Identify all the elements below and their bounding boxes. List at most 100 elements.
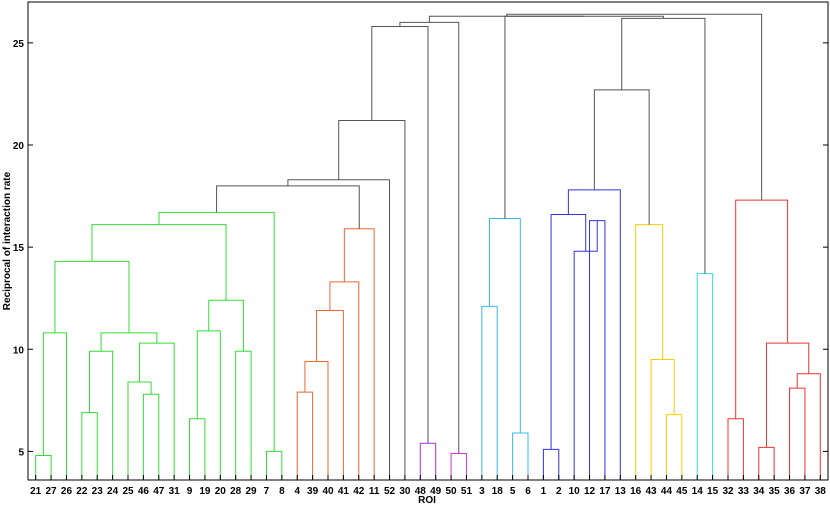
leaf-label-30: 30 <box>399 486 411 497</box>
leaf-label-28: 28 <box>230 486 242 497</box>
leaf-label-48: 48 <box>415 486 427 497</box>
plot-border <box>27 1 829 481</box>
leaf-label-16: 16 <box>630 486 642 497</box>
dendrogram-link-15 <box>727 418 744 480</box>
dendrogram-link-25 <box>208 299 244 352</box>
dendrogram-link-0 <box>35 454 52 480</box>
dendrogram-link-7 <box>419 442 437 480</box>
leaf-label-6: 6 <box>525 486 531 497</box>
y-tick-label: 15 <box>13 243 25 254</box>
leaf-label-7: 7 <box>264 486 270 497</box>
dendrogram-link-6 <box>296 391 314 480</box>
dendrogram-link-34 <box>338 119 406 480</box>
leaf-label-31: 31 <box>169 486 181 497</box>
leaf-label-37: 37 <box>799 486 811 497</box>
leaf-label-25: 25 <box>122 486 134 497</box>
dendrogram-link-43 <box>593 89 650 225</box>
leaf-label-14: 14 <box>692 486 704 497</box>
dendrogram-link-32 <box>216 185 360 229</box>
x-axis-leaf-labels: 21 27 26 22 23 24 25 46 47 31 9 19 20 28 29 7 8 4 39 40 41 42… <box>30 475 826 497</box>
dendrogram-link-12 <box>589 220 606 480</box>
dendrogram-link-42 <box>635 224 664 480</box>
dendrogram-link-26 <box>91 224 227 301</box>
leaf-label-35: 35 <box>769 486 781 497</box>
leaf-label-29: 29 <box>246 486 258 497</box>
leaf-label-21: 21 <box>30 486 42 497</box>
dendrogram-link-45 <box>504 15 664 219</box>
leaf-label-24: 24 <box>107 486 119 497</box>
dendrogram-link-14 <box>696 273 714 480</box>
y-tick-label: 20 <box>13 141 25 152</box>
leaf-label-17: 17 <box>599 486 611 497</box>
leaf-label-52: 52 <box>384 486 396 497</box>
leaf-label-3: 3 <box>479 486 485 497</box>
leaf-label-5: 5 <box>510 486 516 497</box>
dendrogram-link-22 <box>100 332 158 352</box>
dendrogram-link-37 <box>489 218 521 434</box>
leaf-label-46: 46 <box>138 486 150 497</box>
leaf-label-39: 39 <box>307 486 319 497</box>
dendrogram-link-30 <box>329 281 360 480</box>
dendrogram-link-29 <box>315 309 344 480</box>
leaf-label-41: 41 <box>338 486 350 497</box>
dendrogram-link-1 <box>81 412 98 480</box>
x-axis-title: ROI <box>418 495 436 506</box>
leaf-label-4: 4 <box>294 486 300 497</box>
dendrogram-link-35 <box>371 26 429 444</box>
dendrogram-link-36 <box>399 21 460 454</box>
dendrogram-link-44 <box>621 17 706 274</box>
dendrogram-link-19 <box>89 350 114 480</box>
dendrogram-link-4 <box>235 350 252 480</box>
leaf-label-13: 13 <box>615 486 627 497</box>
dendrogram-link-41 <box>650 358 675 480</box>
dendrogram-link-38 <box>573 220 598 480</box>
leaf-label-15: 15 <box>707 486 719 497</box>
leaf-label-40: 40 <box>322 486 334 497</box>
dendrogram-link-2 <box>142 393 160 480</box>
leaf-label-19: 19 <box>199 486 211 497</box>
leaf-label-44: 44 <box>661 486 673 497</box>
dendrogram-links <box>35 13 821 480</box>
leaf-label-47: 47 <box>153 486 165 497</box>
dendrogram-link-33 <box>287 179 391 480</box>
leaf-label-8: 8 <box>279 486 285 497</box>
leaf-label-9: 9 <box>187 486 193 497</box>
dendrogram-link-31 <box>343 228 375 480</box>
dendrogram-link-10 <box>512 432 529 480</box>
leaf-label-26: 26 <box>61 486 73 497</box>
dendrogram-link-40 <box>567 189 621 480</box>
dendrogram-link-48 <box>735 199 789 419</box>
y-tick-label: 5 <box>18 447 24 458</box>
dendrogram-link-9 <box>481 305 498 480</box>
leaf-label-23: 23 <box>92 486 104 497</box>
dendrogram-link-24 <box>196 330 221 480</box>
y-tick-label: 25 <box>13 39 25 50</box>
leaf-label-45: 45 <box>676 486 688 497</box>
leaf-label-43: 43 <box>646 486 658 497</box>
leaf-label-12: 12 <box>584 486 596 497</box>
leaf-label-20: 20 <box>215 486 227 497</box>
dendrogram-link-11 <box>542 448 560 480</box>
leaf-label-1: 1 <box>541 486 547 497</box>
dendrogram-link-28 <box>304 361 329 480</box>
plot-frame <box>27 1 829 481</box>
y-axis-title: Reciprocal of interaction rate <box>2 171 13 310</box>
dendrogram-link-3 <box>189 418 206 480</box>
dendrogram-link-39 <box>550 213 587 450</box>
dendrogram-link-20 <box>127 381 152 480</box>
leaf-label-27: 27 <box>46 486 58 497</box>
dendrogram-link-27 <box>158 211 275 452</box>
dendrogram-link-13 <box>665 414 683 480</box>
leaf-label-33: 33 <box>738 486 750 497</box>
dendrogram-link-18 <box>42 332 67 480</box>
dendrogram-link-50 <box>506 13 763 201</box>
leaf-label-51: 51 <box>461 486 473 497</box>
leaf-label-22: 22 <box>76 486 88 497</box>
dendrogram-link-17 <box>789 387 806 480</box>
y-tick-label: 10 <box>13 345 25 356</box>
dendrogram-link-23 <box>54 260 130 333</box>
dendrogram-link-21 <box>139 342 175 480</box>
leaf-label-38: 38 <box>815 486 827 497</box>
dendrogram-link-47 <box>765 342 810 448</box>
